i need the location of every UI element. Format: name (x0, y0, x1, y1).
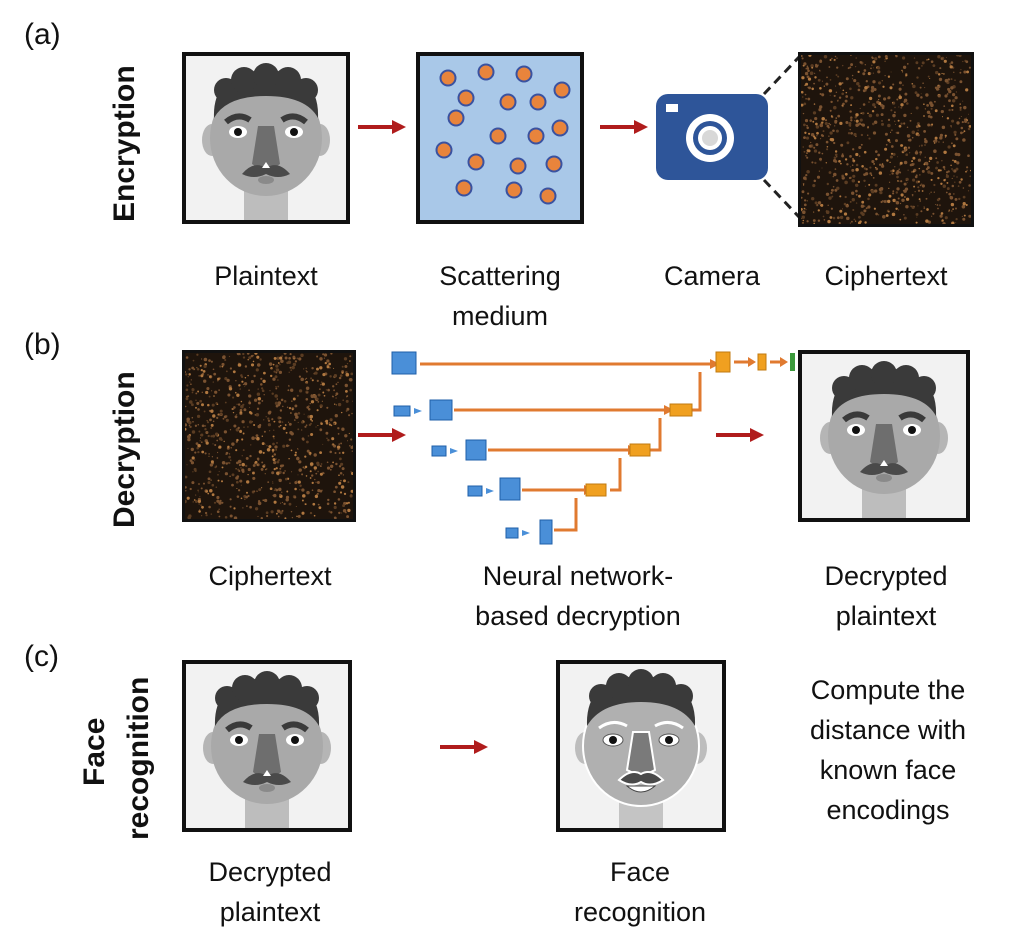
scattering-medium-icon (416, 52, 584, 224)
distance-note: Compute the distance with known face enc… (809, 675, 967, 825)
face-icon (820, 361, 948, 518)
panel-a-label: (a) (24, 18, 61, 51)
face-icon (203, 671, 331, 828)
caption-decrypted-plaintext-c: Decrypted plaintext (208, 857, 332, 927)
caption-plaintext: Plaintext (214, 261, 318, 291)
caption-decrypted-plaintext-b: Decrypted plaintext (824, 561, 948, 631)
panel-a-title: Encryption (108, 65, 141, 222)
caption-ciphertext-b: Ciphertext (208, 561, 332, 591)
ciphertext-image (798, 52, 974, 227)
camera-icon (656, 94, 768, 180)
arrow-icon (600, 120, 648, 134)
caption-face-recognition: Face recognition (573, 857, 707, 927)
panel-c-title-line2: recognition (122, 676, 155, 840)
panel-c-label: (c) (24, 640, 59, 673)
panel-c-title-line1: Face (78, 717, 111, 786)
unet-diagram (391, 351, 795, 545)
arrow-icon (358, 120, 406, 134)
zoom-lines (762, 54, 802, 220)
arrow-icon (358, 428, 406, 442)
ciphertext-input-image (182, 350, 356, 522)
panel-b-label: (b) (24, 328, 61, 361)
face-icon (575, 669, 707, 828)
caption-ciphertext: Ciphertext (824, 261, 948, 291)
decrypted-plaintext-image (798, 350, 970, 522)
face-recognition-image (556, 660, 726, 832)
face-icon (202, 63, 330, 220)
plaintext-image (182, 52, 350, 224)
panel-b-title: Decryption (108, 371, 141, 528)
decrypted-plaintext-image-c (182, 660, 352, 832)
caption-camera: Camera (663, 261, 761, 291)
caption-scattering-medium: Scattering medium (439, 261, 561, 331)
arrow-icon (440, 740, 488, 754)
caption-neural-network: Neural network- based decryption (475, 561, 681, 631)
arrow-icon (716, 428, 764, 442)
